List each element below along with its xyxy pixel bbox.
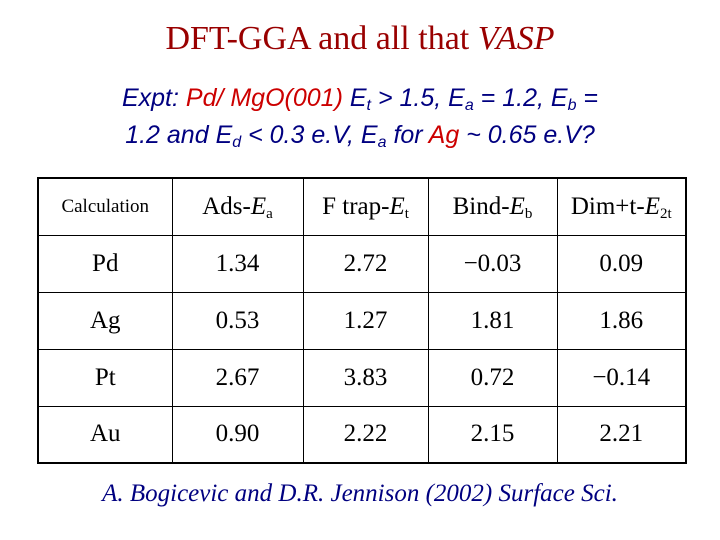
cell-ads-ea: 2.67	[171, 348, 304, 407]
cell-dim-e2t: −0.14	[556, 348, 687, 407]
cell-ftrap-et: 2.22	[302, 405, 429, 464]
experiment-summary: Expt: Pd/ MgO(001) Et > 1.5, Ea = 1.2, E…	[0, 80, 720, 154]
expt-system: Pd/ MgO(001)	[185, 84, 343, 112]
ea-subscript: a	[464, 97, 474, 114]
eb-value: =	[576, 84, 599, 112]
cell-ads-ea: 0.90	[171, 405, 304, 464]
cell-bind-eb: 1.81	[427, 291, 558, 350]
et-subscript: t	[366, 97, 371, 114]
expt-prefix: Expt:	[121, 84, 186, 112]
cell-metal: Pd	[37, 234, 173, 293]
cell-bind-eb: 2.15	[427, 405, 558, 464]
title-text: DFT-GGA and all that	[165, 20, 478, 57]
cell-metal: Ag	[37, 291, 173, 350]
eb-value-cont: 1.2 and	[125, 121, 216, 149]
cell-dim-e2t: 0.09	[556, 234, 687, 293]
cell-ftrap-et: 1.27	[302, 291, 429, 350]
cell-bind-eb: −0.03	[427, 234, 558, 293]
experiment-line-2: 1.2 and Ed < 0.3 e.V, Ea for Ag ~ 0.65 e…	[0, 117, 720, 154]
table-row: Pt 2.67 3.83 0.72 −0.14	[37, 348, 687, 407]
ea2-value: ~ 0.65 e.V?	[459, 121, 595, 149]
et-value: > 1.5,	[371, 84, 449, 112]
et-symbol: E	[349, 84, 367, 112]
table-header-row: Calculation Ads-Ea F trap-Et Bind-Eb Dim…	[37, 177, 687, 236]
eb-symbol: E	[550, 84, 568, 112]
experiment-line-1: Expt: Pd/ MgO(001) Et > 1.5, Ea = 1.2, E…	[0, 80, 720, 117]
title-italic: VASP	[477, 20, 555, 57]
ea2-subscript: a	[377, 134, 387, 151]
cell-metal: Au	[37, 405, 173, 464]
cell-metal: Pt	[37, 348, 173, 407]
cell-dim-e2t: 1.86	[556, 291, 687, 350]
slide-title: DFT-GGA and all that VASP	[0, 20, 720, 58]
ea2-for: for	[386, 121, 429, 149]
ed-symbol: E	[215, 121, 233, 149]
cell-ftrap-et: 2.72	[302, 234, 429, 293]
header-calculation: Calculation	[37, 177, 173, 236]
ed-subscript: d	[232, 134, 242, 151]
ed-value: < 0.3 e.V,	[241, 121, 361, 149]
eb-subscript: b	[567, 97, 577, 114]
table-row: Ag 0.53 1.27 1.81 1.86	[37, 291, 687, 350]
ea2-symbol: E	[360, 121, 378, 149]
table-row: Au 0.90 2.22 2.15 2.21	[37, 405, 687, 464]
header-ads-ea: Ads-Ea	[171, 177, 304, 236]
citation: A. Bogicevic and D.R. Jennison (2002) Su…	[102, 480, 618, 507]
ea-symbol: E	[448, 84, 465, 112]
expt-metal: Ag	[428, 121, 460, 149]
results-table: Calculation Ads-Ea F trap-Et Bind-Eb Dim…	[37, 177, 687, 464]
cell-ads-ea: 1.34	[171, 234, 304, 293]
header-ftrap-et: F trap-Et	[302, 177, 429, 236]
cell-dim-e2t: 2.21	[556, 405, 687, 464]
cell-ftrap-et: 3.83	[302, 348, 429, 407]
header-dim-e2t: Dim+t-E2t	[556, 177, 687, 236]
cell-ads-ea: 0.53	[171, 291, 304, 350]
table-row: Pd 1.34 2.72 −0.03 0.09	[37, 234, 687, 293]
cell-bind-eb: 0.72	[427, 348, 558, 407]
ea-value: = 1.2,	[473, 84, 551, 112]
header-bind-eb: Bind-Eb	[427, 177, 558, 236]
